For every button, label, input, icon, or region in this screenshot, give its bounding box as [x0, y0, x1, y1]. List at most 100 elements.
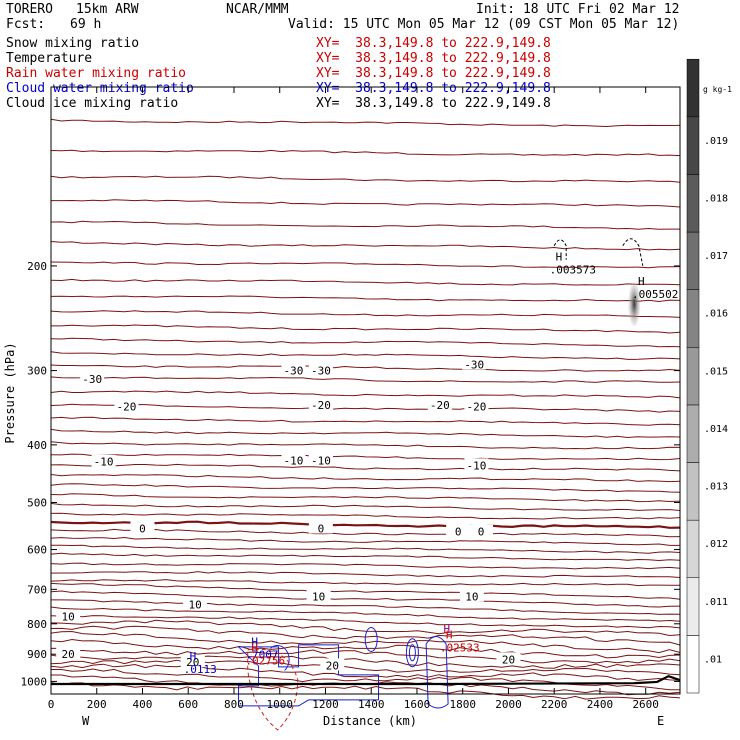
isotherm [50, 615, 681, 629]
legend-name-rain: Rain water mixing ratio [6, 66, 187, 81]
colorbar-segment [686, 462, 700, 521]
label-bg [183, 597, 208, 610]
contour-label: -20 [466, 401, 486, 414]
label-bg [91, 454, 116, 467]
x-axis-west-label: W [82, 714, 90, 728]
extrema-marker: H [190, 650, 197, 663]
cloud-ice-contour [622, 238, 644, 266]
extrema-value: .005502 [632, 288, 678, 301]
colorbar-segment [686, 347, 700, 406]
extrema-value: .02756 [245, 654, 285, 667]
legend-xy-temperature: XY= 38.3,149.8 to 222.9,149.8 [316, 51, 551, 66]
colorbar-tick-label: .015 [704, 366, 728, 377]
contour-label: -20 [117, 401, 137, 414]
label-bg [308, 521, 333, 534]
cloud-water-contour [425, 635, 449, 709]
cloud-ice-shading [553, 238, 644, 327]
isotherm [50, 241, 681, 251]
cloud-ice-core [628, 282, 641, 327]
y-tick-label: 900 [27, 648, 47, 661]
y-tick-label: 200 [27, 260, 47, 273]
colorbar-tick-label: .013 [704, 482, 728, 493]
x-tick-label: 1000 [266, 698, 293, 711]
label-bg [130, 521, 155, 534]
contour-label: -10 [311, 455, 331, 468]
isotherm [51, 199, 681, 208]
contour-label: -10 [94, 456, 114, 469]
cloud-water-contour [237, 644, 380, 707]
colorbar-segment [686, 289, 700, 348]
contour-label: 20 [502, 653, 515, 666]
x-tick-label: 600 [178, 698, 198, 711]
x-tick-label: 2200 [541, 698, 568, 711]
label-bg [114, 399, 139, 412]
legend-name-snow: Snow mixing ratio [6, 36, 140, 51]
extrema-value: .02533 [440, 642, 480, 655]
legend-xy-cloud-water: XY= 38.3,149.8 to 222.9,149.8 [316, 81, 551, 96]
x-axis-east-label: E [657, 714, 664, 728]
colorbar-tick-label: .011 [704, 597, 728, 608]
contour-labels: -30 -30 -30 -30 -20 -20 -20 -20 -10 -10 -10 -10 0 0 0 0… [56, 357, 521, 672]
init-time: Init: 18 UTC Fri 02 Mar 12 [476, 2, 680, 17]
label-bg [320, 658, 345, 671]
isotherm [50, 175, 681, 183]
contour-label: -20 [430, 399, 450, 412]
label-bg [469, 524, 494, 537]
contour-label: 20 [326, 659, 339, 672]
cloud-water-contour [364, 626, 378, 652]
colorbar-tick-label: .018 [704, 193, 728, 204]
cloud-water-contours [237, 626, 449, 709]
isotherm [50, 579, 680, 587]
y-tick-label: 700 [27, 583, 47, 596]
colorbar-segment [686, 116, 700, 175]
colorbar-unit: g kg-1 [703, 85, 732, 94]
label-bg [464, 399, 489, 412]
isotherm [50, 606, 681, 622]
colorbar-tick-label: .012 [704, 539, 728, 550]
colorbar-segment [686, 635, 700, 694]
y-tick-label: 400 [27, 439, 47, 452]
isotherm [50, 682, 681, 700]
isotherm [50, 647, 681, 664]
zero-isotherm [50, 520, 681, 529]
label-bg [446, 524, 471, 537]
contour-label: 0 [318, 522, 325, 535]
isotherm [50, 474, 681, 483]
isotherm [50, 638, 681, 659]
isotherm [50, 278, 681, 286]
isotherm [50, 453, 681, 461]
colorbar-tick-label: .019 [704, 136, 728, 147]
extrema-value: .0113 [184, 663, 217, 676]
y-tick-label: 1000 [21, 675, 48, 688]
isotherm [50, 493, 681, 503]
label-bg [464, 458, 489, 471]
isotherm [51, 599, 681, 615]
label-bg [56, 647, 81, 660]
legend-name-cloud-ice: Cloud ice mixing ratio [6, 96, 179, 111]
x-tick-label: 800 [224, 698, 244, 711]
colorbar-tick-label: .016 [704, 309, 728, 320]
isotherm [50, 528, 681, 538]
label-bg [80, 372, 105, 385]
isotherm [51, 324, 681, 334]
model-resolution: 15km ARW [76, 2, 139, 17]
contour-label: 10 [312, 591, 325, 604]
colorbar-tick-label: .01 [704, 654, 722, 665]
colorbar-segment [686, 58, 700, 118]
label-bg [281, 453, 306, 466]
x-tick-label: 2000 [495, 698, 522, 711]
isotherm [50, 619, 681, 637]
isotherm [50, 337, 681, 348]
extrema-marker: H [251, 641, 258, 654]
legend-xy-rain: XY= 38.3,149.8 to 222.9,149.8 [316, 66, 551, 81]
extrema-marker: H [556, 251, 563, 264]
label-bg [308, 453, 333, 466]
extrema-marker: H [251, 636, 258, 649]
isotherm [51, 668, 681, 691]
contour-label: 20 [186, 656, 199, 669]
isotherm [50, 118, 681, 128]
isotherm [50, 261, 681, 269]
colorbar-segment [686, 519, 700, 579]
